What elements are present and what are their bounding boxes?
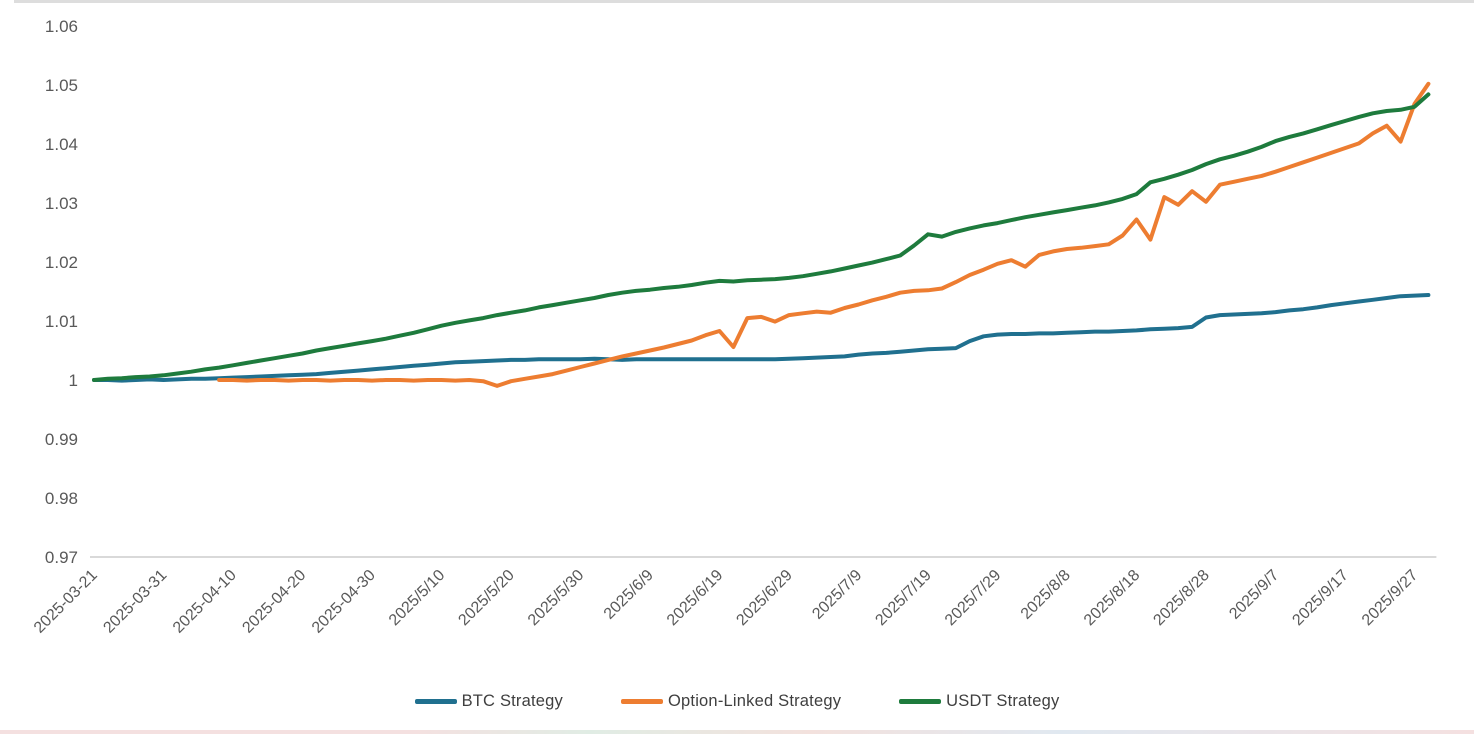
x-tick-label: 2025/5/30 xyxy=(525,567,587,629)
x-tick-label: 2025-04-10 xyxy=(170,567,240,637)
y-tick-label: 1.03 xyxy=(45,194,78,213)
top-edge-divider xyxy=(14,0,1474,3)
y-tick-label: 0.97 xyxy=(45,548,78,567)
x-tick-label: 2025-04-30 xyxy=(309,567,379,637)
x-tick-label: 2025/8/18 xyxy=(1081,567,1143,629)
legend-line-swatch-btc xyxy=(414,699,457,704)
x-tick-label: 2025/5/20 xyxy=(455,567,517,629)
x-tick-label: 2025/9/17 xyxy=(1289,567,1351,629)
legend-label: BTC Strategy xyxy=(461,692,563,710)
legend-item-btc-strategy: BTC Strategy xyxy=(414,692,563,711)
legend-label: USDT Strategy xyxy=(946,692,1060,710)
y-tick-label: 1.06 xyxy=(45,17,78,36)
y-tick-label: 1.01 xyxy=(45,312,78,331)
y-tick-label: 1.02 xyxy=(45,253,78,272)
series-line-usdt-strategy xyxy=(92,92,1431,382)
y-tick-label: 0.99 xyxy=(45,430,78,449)
x-tick-label: 2025/7/19 xyxy=(872,567,934,629)
legend-label: Option-Linked Strategy xyxy=(668,692,842,710)
x-tick-label: 2025/7/29 xyxy=(942,567,1004,629)
chart-legend: BTC Strategy Option-Linked Strategy USDT… xyxy=(0,692,1474,711)
x-tick-label: 2025-03-21 xyxy=(31,567,101,637)
series-line-option-linked-strategy xyxy=(217,81,1431,388)
x-tick-label: 2025/5/10 xyxy=(386,567,448,629)
y-tick-label: 1 xyxy=(69,371,78,390)
x-tick-label: 2025/9/7 xyxy=(1226,567,1282,623)
x-tick-label: 2025/6/9 xyxy=(601,567,657,623)
x-tick-label: 2025/8/28 xyxy=(1150,567,1212,629)
x-tick-label: 2025/6/29 xyxy=(733,567,795,629)
x-tick-label: 2025/7/9 xyxy=(809,567,865,623)
legend-line-swatch-usdt xyxy=(899,699,942,704)
x-tick-label: 2025/6/19 xyxy=(664,567,726,629)
x-tick-label: 2025-04-20 xyxy=(239,567,309,637)
x-tick-label: 2025-03-31 xyxy=(100,567,170,637)
legend-item-usdt-strategy: USDT Strategy xyxy=(899,692,1059,711)
y-tick-label: 1.04 xyxy=(45,135,78,154)
legend-item-option-linked-strategy: Option-Linked Strategy xyxy=(621,692,841,711)
y-tick-label: 1.05 xyxy=(45,76,78,95)
y-tick-label: 0.98 xyxy=(45,489,78,508)
x-tick-label: 2025/8/8 xyxy=(1018,567,1074,623)
x-tick-label: 2025/9/27 xyxy=(1359,567,1421,629)
bottom-edge-artifact xyxy=(0,730,1474,734)
series-line-btc-strategy xyxy=(92,293,1431,383)
legend-line-swatch-option-linked xyxy=(621,699,663,704)
